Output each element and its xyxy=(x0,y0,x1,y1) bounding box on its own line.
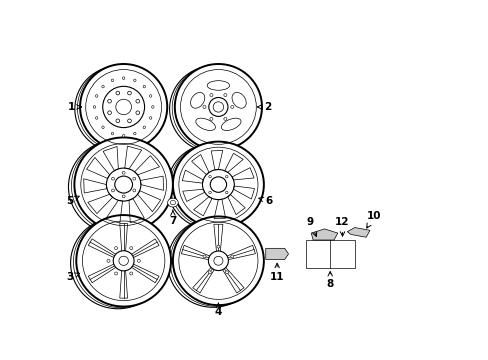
Text: 4: 4 xyxy=(214,303,222,316)
Text: 6: 6 xyxy=(258,196,272,206)
Bar xyxy=(305,240,354,268)
Ellipse shape xyxy=(203,255,205,258)
Ellipse shape xyxy=(133,189,136,192)
Text: 1: 1 xyxy=(68,102,81,112)
Ellipse shape xyxy=(208,175,211,178)
Ellipse shape xyxy=(127,91,131,95)
Ellipse shape xyxy=(195,118,215,130)
Ellipse shape xyxy=(231,93,246,108)
Ellipse shape xyxy=(113,251,134,271)
Ellipse shape xyxy=(95,117,98,119)
Polygon shape xyxy=(265,248,288,260)
Ellipse shape xyxy=(208,191,211,194)
Ellipse shape xyxy=(80,64,167,150)
Ellipse shape xyxy=(167,198,178,207)
Ellipse shape xyxy=(107,99,111,103)
Ellipse shape xyxy=(136,111,139,114)
Ellipse shape xyxy=(106,168,141,201)
Ellipse shape xyxy=(116,91,120,95)
Ellipse shape xyxy=(209,117,212,120)
Ellipse shape xyxy=(122,134,124,137)
Ellipse shape xyxy=(225,271,228,274)
Ellipse shape xyxy=(111,79,113,82)
Ellipse shape xyxy=(224,94,226,96)
Ellipse shape xyxy=(175,64,262,150)
Ellipse shape xyxy=(122,77,124,80)
Text: 8: 8 xyxy=(326,271,333,289)
Ellipse shape xyxy=(137,259,140,262)
Ellipse shape xyxy=(76,215,171,306)
Ellipse shape xyxy=(107,111,111,114)
Ellipse shape xyxy=(149,95,151,97)
Text: 12: 12 xyxy=(335,217,349,236)
Ellipse shape xyxy=(230,105,233,108)
Ellipse shape xyxy=(111,177,114,180)
Ellipse shape xyxy=(173,141,264,228)
Ellipse shape xyxy=(111,189,114,192)
Ellipse shape xyxy=(207,81,229,90)
Ellipse shape xyxy=(217,245,220,248)
Text: 7: 7 xyxy=(169,210,176,226)
Polygon shape xyxy=(311,229,337,240)
Ellipse shape xyxy=(129,272,133,275)
Ellipse shape xyxy=(133,79,136,82)
Ellipse shape xyxy=(74,138,173,232)
Ellipse shape xyxy=(225,191,227,194)
Text: 3: 3 xyxy=(66,273,80,283)
Ellipse shape xyxy=(116,119,120,123)
Ellipse shape xyxy=(208,271,211,274)
Ellipse shape xyxy=(102,85,104,88)
Text: 10: 10 xyxy=(366,211,380,228)
Ellipse shape xyxy=(221,118,241,130)
Text: 9: 9 xyxy=(306,217,316,237)
Ellipse shape xyxy=(115,176,132,193)
Ellipse shape xyxy=(133,177,136,180)
Ellipse shape xyxy=(129,247,133,249)
Text: 11: 11 xyxy=(269,263,284,283)
Ellipse shape xyxy=(224,117,226,120)
Ellipse shape xyxy=(102,126,104,129)
Polygon shape xyxy=(346,228,369,237)
Ellipse shape xyxy=(190,93,204,108)
Ellipse shape xyxy=(151,106,154,108)
Ellipse shape xyxy=(202,170,234,199)
Ellipse shape xyxy=(210,177,226,192)
Text: 2: 2 xyxy=(257,102,271,112)
Ellipse shape xyxy=(127,119,131,123)
Ellipse shape xyxy=(95,95,98,97)
Ellipse shape xyxy=(111,132,113,135)
Ellipse shape xyxy=(209,94,212,96)
Ellipse shape xyxy=(122,195,125,198)
Ellipse shape xyxy=(173,216,264,305)
Ellipse shape xyxy=(225,175,227,178)
Ellipse shape xyxy=(143,126,145,129)
Ellipse shape xyxy=(114,272,118,275)
Ellipse shape xyxy=(203,105,205,108)
Ellipse shape xyxy=(114,247,118,249)
Ellipse shape xyxy=(122,171,125,174)
Ellipse shape xyxy=(208,251,228,271)
Ellipse shape xyxy=(149,117,151,119)
Ellipse shape xyxy=(107,259,110,262)
Ellipse shape xyxy=(102,86,144,127)
Ellipse shape xyxy=(136,99,139,103)
Text: 5: 5 xyxy=(66,196,79,206)
Ellipse shape xyxy=(143,85,145,88)
Ellipse shape xyxy=(133,132,136,135)
Ellipse shape xyxy=(230,255,233,258)
Ellipse shape xyxy=(93,106,96,108)
Ellipse shape xyxy=(208,98,227,116)
